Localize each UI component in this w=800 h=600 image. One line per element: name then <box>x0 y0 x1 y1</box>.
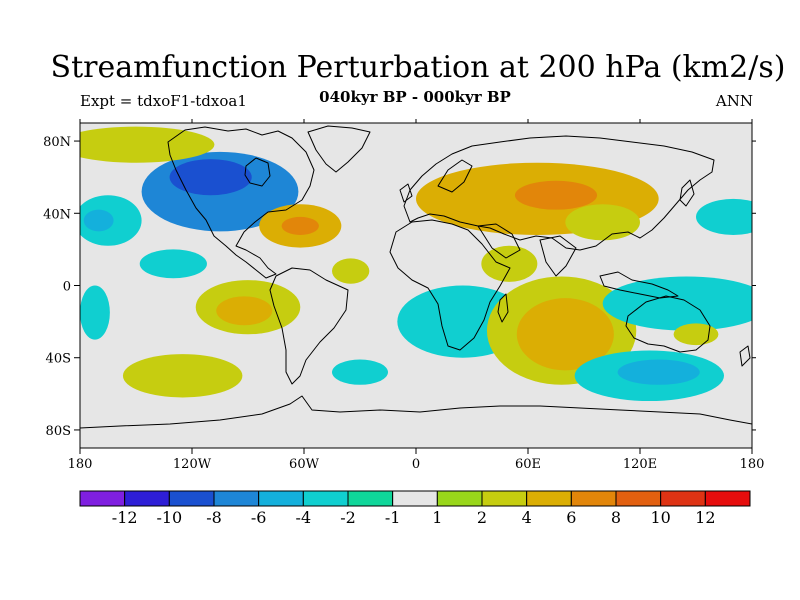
coastline-japan <box>679 179 695 207</box>
anomaly-region-15 <box>216 296 273 326</box>
anomaly-region-4 <box>281 216 319 235</box>
lat-tick-label: 0 <box>63 280 71 295</box>
colorbar-label: 12 <box>695 508 715 527</box>
colorbar-label: 10 <box>650 508 670 527</box>
anomaly-region-9 <box>696 198 752 235</box>
anomaly-region-8 <box>83 209 114 232</box>
lat-tick-label: 80S <box>46 424 71 439</box>
anomaly-region-11 <box>139 249 207 279</box>
colorbar-swatch <box>570 490 617 507</box>
colorbar-swatch <box>660 490 706 507</box>
colorbar-label: 6 <box>566 508 576 527</box>
anomaly-region-12 <box>332 258 370 284</box>
colorbar-swatch <box>481 490 528 507</box>
colorbar-swatch <box>79 490 126 507</box>
coastline-greenland <box>307 125 371 173</box>
colorbar-label: 2 <box>477 508 487 527</box>
colorbar-label: 8 <box>611 508 621 527</box>
figure-title: Streamfunction Perturbation at 200 hPa (… <box>50 50 786 85</box>
colorbar-swatch <box>213 490 260 507</box>
coastline-madagascar <box>497 293 509 323</box>
colorbar-label: -1 <box>385 508 401 527</box>
anomaly-region-20 <box>602 276 752 331</box>
anomaly-region-1 <box>169 159 252 196</box>
coastline-scandinavia <box>437 159 473 193</box>
coastline-eurasia <box>403 135 715 251</box>
anomaly-region-10 <box>565 204 641 241</box>
anomaly-region-24 <box>617 359 700 385</box>
lon-tick-label: 180 <box>68 457 93 472</box>
lon-tick-label: 60E <box>515 457 541 472</box>
anomaly-layer <box>80 126 752 402</box>
experiment-label: Expt = tdxoF1-tdxoa1 <box>80 92 247 110</box>
lon-tick-label: 180 <box>740 457 765 472</box>
colorbar-swatch <box>436 490 483 507</box>
coastline-arabia <box>477 223 521 259</box>
colorbar-label: 4 <box>522 508 532 527</box>
colorbar-swatch <box>124 490 170 507</box>
anomaly-region-6 <box>514 180 598 210</box>
coastline-africa <box>389 219 511 351</box>
lon-tick-label: 0 <box>412 457 420 472</box>
colorbar-swatch <box>615 490 662 507</box>
colorbar-swatch <box>526 490 572 507</box>
lat-tick-label: 40S <box>46 352 71 367</box>
axis-ticks: 180 120W 60W 0 60E 120E 180 80N 40N 0 40S 80S <box>43 119 764 472</box>
colorbar: -12 -10 -8 -6 -4 -2 -1 1 2 4 6 8 10 12 <box>79 490 751 527</box>
colorbar-label: -6 <box>251 508 267 527</box>
lat-tick-label: 40N <box>43 207 71 222</box>
coastline-south-america <box>269 267 349 385</box>
colorbar-swatch <box>258 490 304 507</box>
coastline-hudson-bay <box>244 157 271 187</box>
lat-tick-label: 80N <box>43 135 71 150</box>
anomaly-region-2 <box>80 126 215 163</box>
anomaly-region-22 <box>122 354 243 398</box>
coastline-australia <box>625 295 711 353</box>
coastline-india <box>539 235 577 277</box>
coastline-north-america <box>167 126 315 279</box>
colorbar-swatch <box>347 490 394 507</box>
colorbar-label: -2 <box>340 508 356 527</box>
colorbar-label: -8 <box>206 508 222 527</box>
coastline-antarctica <box>80 395 752 429</box>
period-label: 040kyr BP - 000kyr BP <box>319 88 511 106</box>
colorbar-swatch <box>392 490 438 507</box>
colorbar-swatch <box>168 490 215 507</box>
map-plot-area <box>80 123 752 448</box>
anomaly-region-21 <box>673 323 719 346</box>
anomaly-region-19 <box>516 298 614 371</box>
season-label: ANN <box>715 92 753 110</box>
colorbar-label: -4 <box>296 508 312 527</box>
colorbar-swatch <box>704 490 751 507</box>
coastline-british-isles <box>399 183 413 203</box>
coastline-new-zealand <box>739 345 751 367</box>
coastline-indonesia <box>599 271 679 299</box>
colorbar-label: -12 <box>112 508 138 527</box>
colorbar-label: -10 <box>156 508 182 527</box>
anomaly-region-13 <box>481 245 538 282</box>
anomaly-region-25 <box>332 359 388 385</box>
anomaly-region-16 <box>80 285 110 340</box>
lon-tick-label: 120W <box>173 457 212 472</box>
colorbar-swatch <box>302 490 349 507</box>
coastlines <box>80 125 752 429</box>
lon-tick-label: 60W <box>289 457 320 472</box>
colorbar-label: 1 <box>432 508 442 527</box>
lon-tick-label: 120E <box>623 457 657 472</box>
